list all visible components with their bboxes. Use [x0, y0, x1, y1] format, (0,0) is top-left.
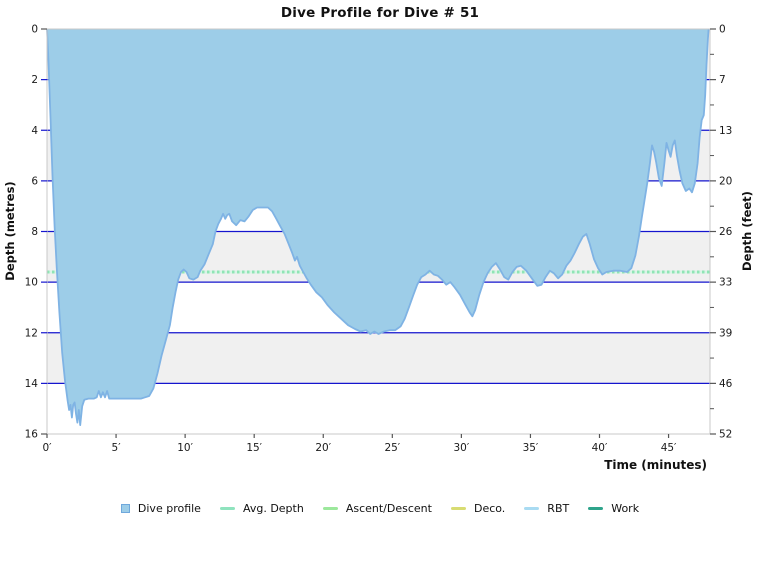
y-tick-label-feet: 20	[719, 175, 732, 187]
x-axis-title: Time (minutes)	[604, 458, 707, 472]
chart-title: Dive Profile for Dive # 51	[280, 5, 480, 21]
y-tick-label-feet: 33	[719, 277, 732, 289]
y-tick-label-metres: 12	[25, 327, 38, 339]
legend-label-dive-profile: Dive profile	[137, 502, 201, 515]
y-tick-label-metres: 6	[31, 175, 38, 187]
legend-label-deco: Deco.	[473, 502, 506, 515]
legend: Dive profile Avg. Depth Ascent/Descent Deco…	[0, 502, 760, 515]
y-tick-label-feet: 46	[719, 378, 733, 390]
legend-swatch-avg-depth	[219, 507, 235, 510]
x-tick-label: 35′	[523, 442, 539, 454]
legend-swatch-dive-profile	[120, 504, 130, 513]
y-tick-label-metres: 14	[25, 378, 39, 390]
legend-label-work: Work	[611, 502, 640, 515]
y-tick-label-feet: 7	[719, 74, 726, 86]
y-tick-label-feet: 26	[719, 226, 733, 238]
x-tick-label: 10′	[177, 442, 193, 454]
x-tick-label: 5′	[112, 442, 122, 454]
x-tick-label: 15′	[246, 442, 262, 454]
legend-item-ascent-descent: Ascent/Descent	[322, 502, 432, 515]
dive-profile-outline	[46, 28, 710, 427]
y-tick-label-feet: 0	[719, 24, 726, 36]
legend-item-work: Work	[588, 502, 639, 515]
y-tick-label-metres: 10	[25, 277, 38, 289]
y-tick-label-metres: 0	[31, 24, 38, 36]
x-tick-label: 40′	[592, 442, 608, 454]
x-tick-label: 25′	[384, 442, 400, 454]
legend-item-avg-depth: Avg. Depth	[219, 502, 304, 515]
legend-label-ascent-descent: Ascent/Descent	[345, 502, 432, 515]
y-tick-label-feet: 52	[719, 429, 732, 441]
x-tick-label: 0′	[42, 442, 52, 454]
legend-swatch-deco	[450, 507, 466, 510]
y-tick-label-metres: 16	[25, 429, 39, 441]
legend-item-dive-profile: Dive profile	[120, 502, 201, 515]
y-tick-label-feet: 39	[719, 327, 732, 339]
x-tick-label: 20′	[315, 442, 331, 454]
y-axis-title-metres: Depth (metres)	[3, 181, 17, 281]
x-tick-label: 45′	[661, 442, 677, 454]
legend-swatch-ascent-descent	[322, 507, 338, 510]
x-tick-label: 30′	[454, 442, 470, 454]
legend-label-rbt: RBT	[547, 502, 570, 515]
y-tick-label-metres: 4	[31, 125, 38, 137]
dive-profile-area	[47, 29, 709, 426]
legend-item-deco: Deco.	[450, 502, 506, 515]
y-tick-label-metres: 2	[31, 74, 38, 86]
legend-label-avg-depth: Avg. Depth	[242, 502, 304, 515]
legend-item-rbt: RBT	[524, 502, 569, 515]
y-tick-label-metres: 8	[31, 226, 38, 238]
legend-swatch-work	[588, 507, 604, 510]
y-axis-title-feet: Depth (feet)	[740, 191, 754, 271]
y-tick-label-feet: 13	[719, 125, 732, 137]
legend-swatch-rbt	[524, 507, 540, 510]
